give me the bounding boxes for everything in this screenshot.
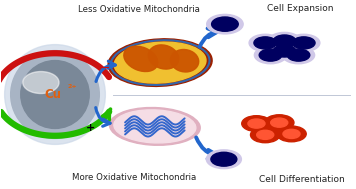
Circle shape: [282, 46, 315, 64]
Ellipse shape: [21, 60, 89, 129]
Circle shape: [277, 126, 306, 142]
Circle shape: [265, 115, 294, 131]
Ellipse shape: [23, 72, 59, 94]
Circle shape: [242, 116, 271, 132]
Ellipse shape: [171, 50, 199, 72]
Ellipse shape: [114, 110, 196, 143]
Text: More Oxidative Mitochondria: More Oxidative Mitochondria: [72, 173, 196, 182]
Ellipse shape: [5, 45, 105, 144]
Ellipse shape: [11, 51, 99, 138]
Circle shape: [273, 35, 296, 47]
Ellipse shape: [114, 42, 206, 83]
Circle shape: [268, 42, 300, 60]
Circle shape: [249, 34, 281, 52]
Text: 2+: 2+: [67, 84, 77, 90]
Circle shape: [206, 150, 241, 169]
Circle shape: [248, 119, 265, 128]
Circle shape: [254, 37, 277, 49]
Ellipse shape: [124, 46, 158, 71]
Circle shape: [254, 46, 287, 64]
Circle shape: [211, 152, 237, 166]
Text: Cell Differentiation: Cell Differentiation: [259, 175, 345, 184]
Circle shape: [251, 127, 280, 143]
Text: Cell Expansion: Cell Expansion: [267, 4, 334, 12]
Text: −: −: [101, 63, 110, 73]
Circle shape: [207, 14, 243, 34]
Circle shape: [288, 34, 320, 52]
Circle shape: [257, 130, 274, 139]
Text: Less Oxidative Mitochondria: Less Oxidative Mitochondria: [78, 5, 200, 14]
Text: Cu: Cu: [45, 88, 62, 101]
Ellipse shape: [108, 39, 212, 86]
Circle shape: [293, 37, 315, 49]
Ellipse shape: [110, 108, 200, 145]
Circle shape: [268, 32, 300, 50]
Circle shape: [283, 129, 300, 139]
Text: +: +: [86, 123, 95, 133]
Circle shape: [271, 118, 288, 127]
Ellipse shape: [148, 45, 179, 69]
Circle shape: [211, 17, 238, 31]
Circle shape: [273, 45, 296, 57]
Circle shape: [287, 49, 310, 61]
Circle shape: [259, 49, 282, 61]
